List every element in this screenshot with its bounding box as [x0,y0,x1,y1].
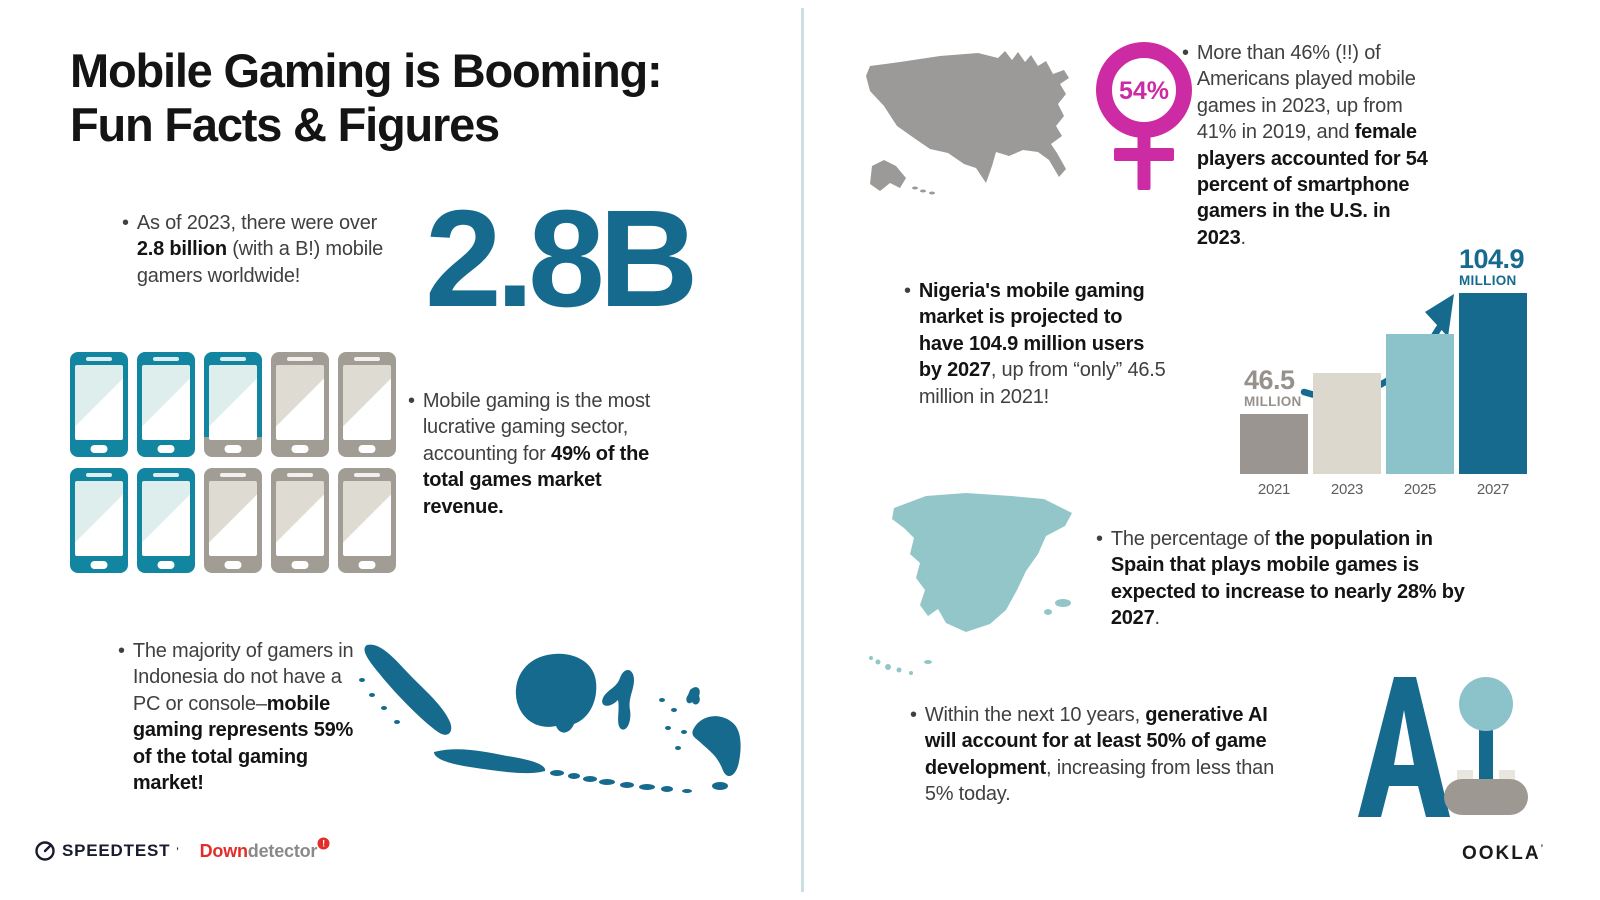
phone-icon-partial [204,352,262,457]
female-symbol-icon: 54% [1096,42,1192,190]
page-title-line1: Mobile Gaming is Booming: [70,44,663,97]
bar-2025 [1386,334,1454,474]
fact-spain-text: • The percentage of the population in Sp… [1096,526,1484,632]
bullet-marker: • [1096,528,1103,550]
bullet-marker: • [910,704,917,726]
fact-indonesia-text: • The majority of gamers in Indonesia do… [118,638,374,796]
spain-map [869,493,1072,675]
downdetector-wordmark-down: Down [199,840,248,861]
phone-icon-teal [70,468,128,573]
speedtest-gauge-icon [35,841,55,861]
bullet-marker: • [904,280,911,302]
ookla-trademark: ’ [1540,843,1546,853]
bar-value-label-2021: 46.5 MILLION [1244,365,1302,409]
phones-grid [70,352,396,573]
fact-gamers-body: As of 2023, there were over 2.8 billion … [136,212,384,287]
spain-map-shapes [869,493,1072,675]
ai-joystick-icon [1358,677,1528,817]
phone-icon-gray [204,468,262,573]
fact-us-text: • More than 46% (!!) of Americans played… [1182,40,1434,251]
us-map-shapes [866,51,1069,195]
downdetector-badge-mark: ! [322,838,325,848]
bullet-marker: • [408,390,415,412]
fact-spain-body: The percentage of the population in Spai… [1110,528,1465,630]
fact-nigeria-text: • Nigeria's mobile gaming market is proj… [904,278,1166,410]
bar-value-label-2027: 104.9 MILLION [1459,244,1525,288]
bar-year-label: 2025 [1403,481,1437,498]
center-divider [801,8,804,892]
bar-year-label: 2023 [1330,481,1364,498]
bar-year-label: 2021 [1257,481,1291,498]
fact-revenue-text: • Mobile gaming is the most lucrative ga… [408,388,664,520]
phone-icon-teal [70,352,128,457]
footer-brands: SPEEDTEST ’ Downdetector ! [34,837,331,862]
page-title-line2: Fun Facts & Figures [70,97,500,151]
phone-icon-teal [137,352,195,457]
downdetector-logo: Downdetector ! [199,837,331,862]
fact-ai-body: Within the next 10 years, generative AI … [924,704,1275,806]
ookla-logo: OOKLA’ [1462,843,1545,865]
female-share-value: 54% [1119,77,1169,105]
downdetector-badge-icon: ! [317,837,330,849]
bullet-marker: • [122,212,129,234]
fact-gamers-text: • As of 2023, there were over 2.8 billio… [122,210,398,289]
fact-ai-text: • Within the next 10 years, generative A… [910,702,1296,808]
big-stat-2-8b: 2.8B [425,182,698,336]
fact-indonesia-body: The majority of gamers in Indonesia do n… [132,640,354,794]
us-map [866,51,1069,195]
page-title: Mobile Gaming is Booming: Fun Facts & Fi… [70,44,663,151]
bar-2027 [1459,293,1527,474]
phone-icon-gray [271,352,329,457]
bullet-marker: • [118,640,125,662]
phone-icon-gray [338,468,396,573]
speedtest-wordmark: SPEEDTEST [62,841,171,860]
indonesia-map [359,644,741,793]
fact-revenue-body: Mobile gaming is the most lucrative gami… [422,390,651,518]
speedtest-trademark: ’ [176,846,180,856]
downdetector-wordmark-detector: detector [247,840,318,861]
bullet-marker: • [1182,42,1189,64]
bar-2023 [1313,373,1381,474]
nigeria-bar-chart: 2021 2023 2025 2027 46.5 MILLION 104.9 MILLION [1240,245,1540,498]
ookla-wordmark: OOKLA [1462,843,1541,864]
phone-icon-teal [137,468,195,573]
phone-icon-gray [338,352,396,457]
fact-us-body: More than 46% (!!) of Americans played m… [1196,42,1428,249]
speedtest-logo: SPEEDTEST ’ [34,840,180,862]
indonesia-map-shapes [359,644,741,793]
bar-2021 [1240,414,1308,474]
fact-nigeria-body: Nigeria's mobile gaming market is projec… [918,280,1166,408]
phone-icon-gray [271,468,329,573]
bar-year-label: 2027 [1476,481,1510,498]
